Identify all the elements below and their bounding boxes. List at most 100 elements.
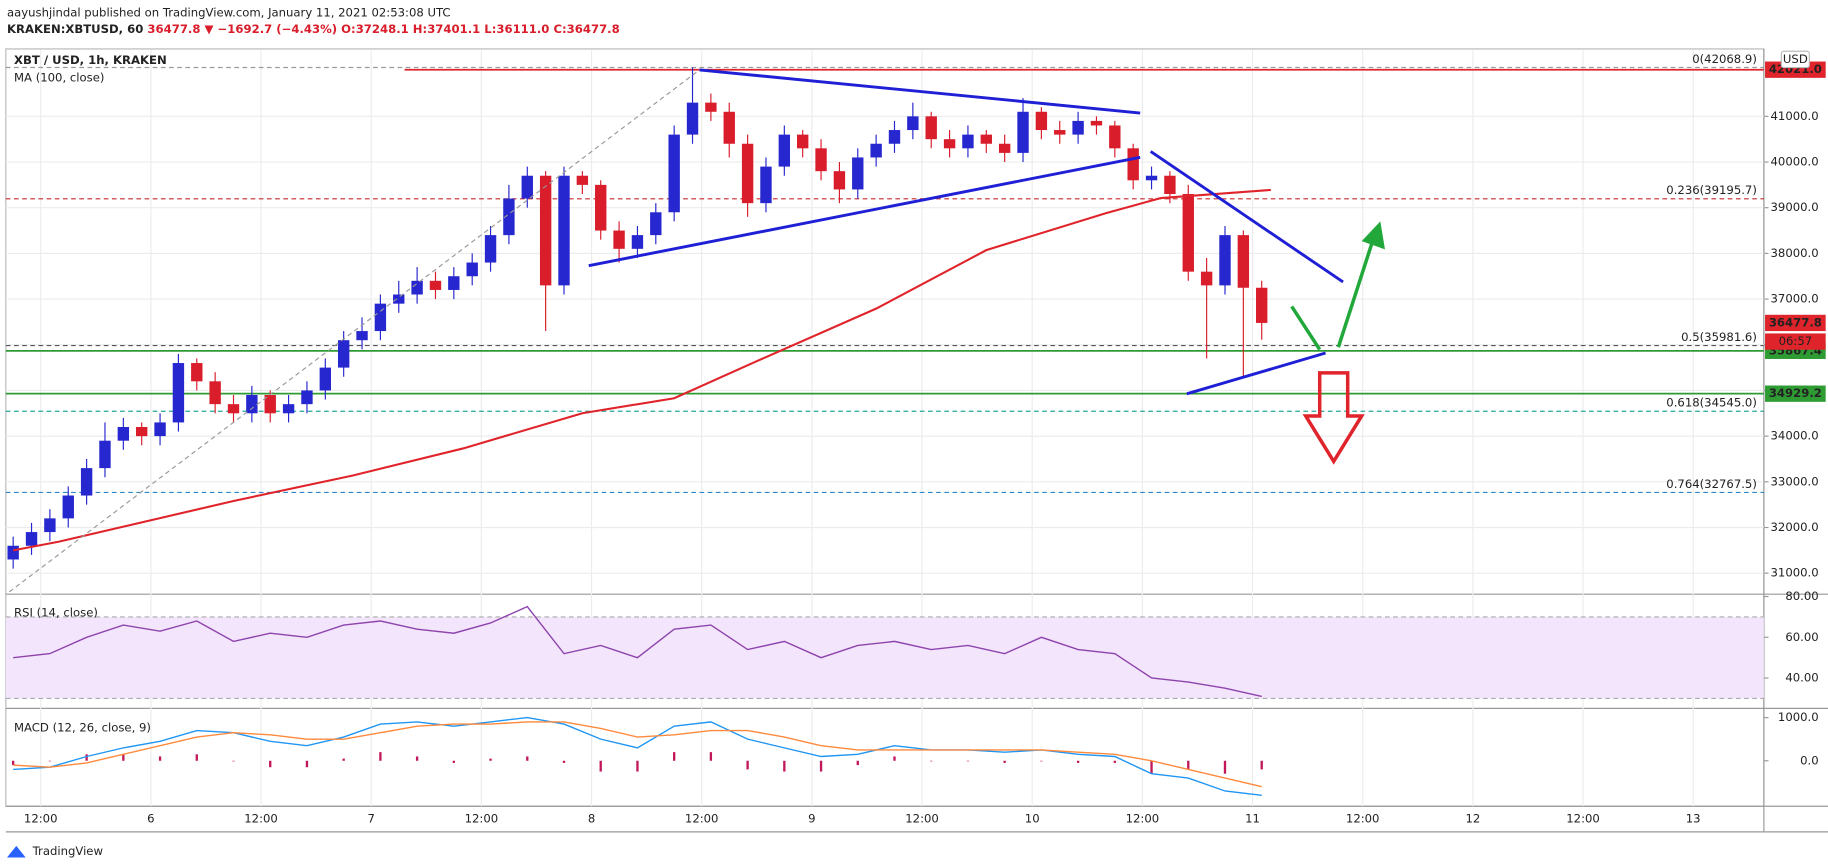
macd-line xyxy=(13,721,1262,788)
candle-body xyxy=(227,404,240,414)
candle-body xyxy=(998,143,1011,153)
candle-body xyxy=(7,545,19,560)
candle-body xyxy=(99,440,111,469)
candle-body xyxy=(1017,111,1029,153)
macd-histogram-bar xyxy=(1040,760,1043,762)
candle-body xyxy=(595,184,607,231)
macd-histogram-bar xyxy=(158,756,162,761)
candle-body xyxy=(1145,175,1158,181)
macd-histogram-bar xyxy=(415,756,419,761)
candle-body xyxy=(760,166,772,204)
candle-body xyxy=(503,198,515,236)
macd-histogram-bar xyxy=(1076,760,1080,763)
currency-box xyxy=(1780,50,1810,69)
candle-body xyxy=(117,426,130,441)
candle-body xyxy=(264,395,276,414)
candle-body xyxy=(1182,194,1194,272)
last-price-box xyxy=(1765,314,1826,332)
fib-label: 0.5(35981.6) xyxy=(1681,330,1757,344)
brand: TradingView xyxy=(6,844,104,858)
candle-body xyxy=(1035,111,1048,131)
x-tick-label: 12:00 xyxy=(465,812,499,826)
candle-body xyxy=(209,381,221,405)
y-tick-label: 32000.0 xyxy=(1771,520,1819,534)
y-tick-label: 37000.0 xyxy=(1771,292,1819,306)
y-tick-label: 60.00 xyxy=(1785,630,1818,644)
fib-label: 0(42068.9) xyxy=(1692,52,1757,66)
candle-body xyxy=(448,276,460,290)
red-arrow xyxy=(1302,371,1365,465)
y-tick-label: 0.0 xyxy=(1800,753,1819,767)
y-tick-label: 31000.0 xyxy=(1771,566,1819,580)
macd-histogram-bar xyxy=(746,760,749,770)
macd-histogram-bar xyxy=(48,760,52,762)
y-tick-label: 41000.0 xyxy=(1771,109,1819,123)
last-price: 36477.8 xyxy=(147,22,200,36)
candle-body xyxy=(796,134,809,149)
macd-histogram-bar xyxy=(672,752,676,761)
countdown-box xyxy=(1765,333,1826,350)
macd-histogram-bar xyxy=(452,760,455,763)
x-tick-label: 8 xyxy=(588,812,595,826)
y-tick-label: 1000.0 xyxy=(1778,710,1819,724)
macd-histogram-bar xyxy=(1003,760,1006,763)
candle-body xyxy=(815,148,827,172)
candle-body xyxy=(1054,130,1066,135)
candle-body xyxy=(429,280,442,290)
brand-name: TradingView xyxy=(32,844,104,858)
candle-body xyxy=(668,134,680,213)
publisher: aayushjindal published on TradingView.co… xyxy=(7,5,451,19)
candle-body xyxy=(631,235,644,249)
y-tick-label: 40.00 xyxy=(1785,671,1818,685)
candle-body xyxy=(576,175,589,185)
macd-histogram-bar xyxy=(856,760,859,766)
x-tick-label: 6 xyxy=(147,812,154,826)
candle-body xyxy=(1237,235,1250,288)
fib-label: 0.236(39195.7) xyxy=(1666,183,1757,197)
macd-histogram-bar xyxy=(342,758,345,761)
drawings xyxy=(8,68,1385,593)
x-tick-label: 13 xyxy=(1686,812,1701,826)
candle-body xyxy=(136,426,148,437)
quote-line: KRAKEN:XBTUSD, 60 36477.8 ▼ −1692.7 (−4.… xyxy=(7,22,620,36)
macd-histogram-bar xyxy=(1150,760,1153,774)
candle-body xyxy=(778,134,791,167)
candle-body xyxy=(1256,287,1268,323)
y-tick-label: 38000.0 xyxy=(1771,246,1819,260)
currency: USD xyxy=(1783,52,1808,66)
trend-line xyxy=(588,155,1141,268)
brand-logo xyxy=(6,845,26,858)
candle-body xyxy=(943,139,956,149)
x-tick-label: 12:00 xyxy=(244,812,278,826)
candle-body xyxy=(833,171,846,190)
candle-body xyxy=(539,175,552,286)
green-arrow xyxy=(1290,305,1322,351)
candle-body xyxy=(741,143,754,204)
y-tick-label: 39000.0 xyxy=(1771,200,1819,214)
candle-body xyxy=(723,111,735,144)
x-tick-label: 9 xyxy=(808,812,815,826)
candle-body xyxy=(80,468,93,496)
candle-body xyxy=(154,422,166,437)
price-label: 34929.2 xyxy=(1769,386,1822,400)
candle-body xyxy=(411,280,423,295)
macd-histogram-bar xyxy=(930,760,933,762)
y-tick-label: 34000.0 xyxy=(1771,429,1819,443)
ohlc: O:37248.1 H:37401.1 L:36111.0 C:36477.8 xyxy=(341,22,620,36)
candle-body xyxy=(962,134,974,149)
candle-body xyxy=(686,102,699,135)
macd-histogram-bar xyxy=(1260,760,1263,770)
trend-line xyxy=(1149,150,1344,284)
macd-histogram-bar xyxy=(893,756,896,761)
moving-average xyxy=(12,188,1271,552)
rsi-title: RSI (14, close) xyxy=(14,605,98,619)
x-tick-label: 12 xyxy=(1465,812,1480,826)
rsi-band xyxy=(5,616,1764,699)
candle-body xyxy=(172,363,185,423)
candle-body xyxy=(62,495,74,519)
plot-layer: 12:00 6 12:00 7 12:00 8 12:00 9 12:00 10 12:00 11 12… xyxy=(5,50,1826,826)
macd-histogram-bar xyxy=(12,760,15,766)
x-tick-label: 12:00 xyxy=(685,812,719,826)
candle-body xyxy=(980,134,992,144)
